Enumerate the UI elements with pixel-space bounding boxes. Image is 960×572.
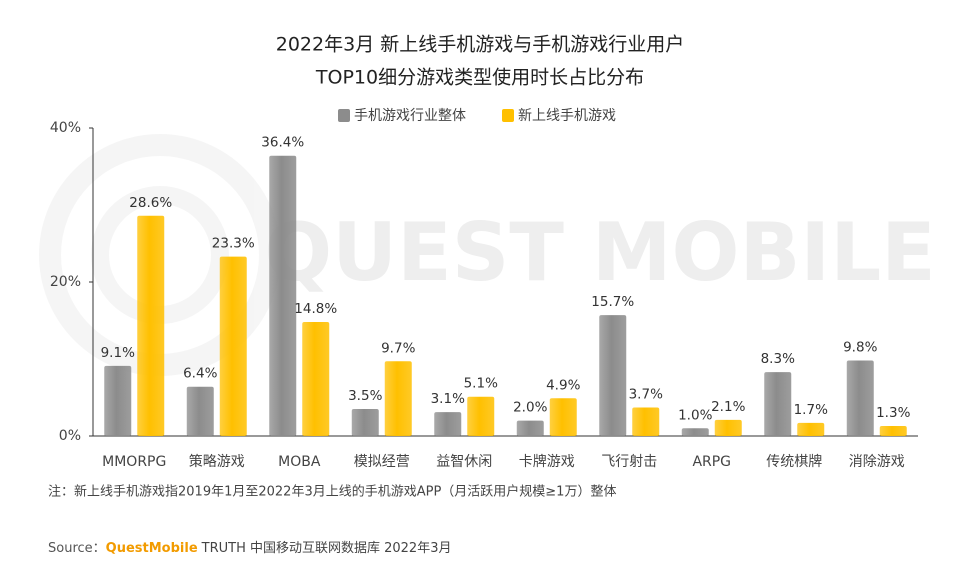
bar bbox=[681, 428, 709, 436]
bar bbox=[351, 409, 379, 436]
value-label: 1.0% bbox=[678, 407, 712, 423]
x-tick-label: ARPG bbox=[692, 454, 731, 470]
value-label: 1.3% bbox=[876, 405, 910, 421]
value-label: 9.1% bbox=[101, 345, 135, 361]
source-label: Source： bbox=[48, 541, 106, 556]
x-tick-label: 益智休闲 bbox=[436, 454, 492, 470]
bar bbox=[764, 372, 792, 436]
value-label: 28.6% bbox=[129, 195, 172, 211]
legend-label: 新上线手机游戏 bbox=[518, 108, 616, 124]
value-label: 14.8% bbox=[294, 301, 337, 317]
bar bbox=[219, 256, 247, 436]
y-tick-label: 40% bbox=[50, 120, 81, 136]
bar bbox=[186, 386, 214, 436]
value-label: 3.5% bbox=[348, 388, 382, 404]
value-label: 2.1% bbox=[711, 399, 745, 415]
value-label: 36.4% bbox=[261, 135, 304, 151]
value-label: 3.1% bbox=[431, 391, 465, 407]
value-label: 8.3% bbox=[761, 351, 795, 367]
legend-swatch bbox=[502, 109, 514, 122]
bar bbox=[549, 398, 577, 436]
watermark: QUEST MOBILE bbox=[264, 206, 936, 299]
source-text: TRUTH 中国移动互联网数据库 2022年3月 bbox=[201, 540, 452, 556]
bar bbox=[384, 361, 412, 436]
x-tick-label: 卡牌游戏 bbox=[519, 453, 575, 470]
value-label: 3.7% bbox=[629, 387, 663, 403]
y-tick-label: 0% bbox=[59, 428, 81, 444]
value-label: 9.7% bbox=[381, 340, 415, 356]
bar bbox=[632, 407, 660, 436]
value-label: 6.4% bbox=[183, 366, 217, 382]
legend-label: 手机游戏行业整体 bbox=[354, 108, 466, 124]
value-label: 5.1% bbox=[464, 376, 498, 392]
x-tick-label: 飞行射击 bbox=[601, 454, 657, 470]
value-label: 2.0% bbox=[513, 400, 547, 416]
bar bbox=[434, 412, 462, 436]
value-label: 4.9% bbox=[546, 377, 580, 393]
x-tick-label: MMORPG bbox=[102, 454, 166, 470]
source: Source：QuestMobile TRUTH 中国移动互联网数据库 2022年… bbox=[48, 540, 451, 556]
y-tick-label: 20% bbox=[50, 274, 81, 290]
bar bbox=[516, 420, 544, 436]
note: 注：新上线手机游戏指2019年1月至2022年3月上线的手机游戏APP（月活跃用… bbox=[48, 484, 616, 500]
chart-title: TOP10细分游戏类型使用时长占比分布 bbox=[315, 67, 644, 89]
bar bbox=[846, 360, 874, 436]
bar bbox=[104, 365, 132, 436]
x-tick-label: 模拟经营 bbox=[354, 454, 410, 470]
bar bbox=[467, 396, 495, 436]
bar bbox=[302, 322, 330, 436]
value-label: 1.7% bbox=[794, 402, 828, 418]
bar bbox=[714, 419, 742, 436]
value-label: 9.8% bbox=[843, 340, 877, 356]
x-tick-label: MOBA bbox=[278, 454, 321, 470]
x-tick-label: 策略游戏 bbox=[189, 453, 245, 470]
source-brand: QuestMobile bbox=[106, 541, 198, 556]
bar bbox=[599, 315, 627, 436]
x-tick-label: 消除游戏 bbox=[849, 454, 905, 470]
bar bbox=[137, 215, 165, 436]
legend-swatch bbox=[338, 109, 350, 122]
chart-title: 2022年3月 新上线手机游戏与手机游戏行业用户 bbox=[276, 34, 684, 56]
bar bbox=[879, 425, 907, 436]
bar bbox=[797, 422, 825, 436]
value-label: 15.7% bbox=[591, 294, 634, 310]
x-tick-label: 传统棋牌 bbox=[766, 453, 822, 470]
value-label: 23.3% bbox=[212, 236, 255, 252]
bar bbox=[269, 155, 297, 436]
